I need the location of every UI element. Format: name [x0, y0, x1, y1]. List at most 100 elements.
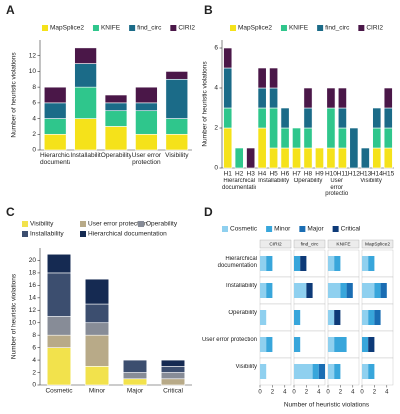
y-tick-label: 2 — [32, 131, 36, 138]
bar-segment — [303, 127, 313, 149]
bar-segment — [260, 256, 267, 271]
x-tick-label-box: Operability — [101, 152, 131, 159]
panel-label: D — [204, 205, 213, 219]
bar-segment — [260, 283, 267, 298]
bar-segment — [135, 110, 158, 135]
bar-segment — [84, 278, 110, 305]
facet-row-label: Hierarchical documentation — [217, 256, 257, 269]
bar-segment — [374, 283, 381, 298]
bar-segment — [280, 127, 290, 149]
legend-swatch — [299, 226, 306, 232]
bar-segment — [257, 127, 267, 169]
bar-segment — [165, 78, 189, 119]
bar-segment — [257, 87, 267, 109]
legend-swatch — [92, 25, 99, 31]
bar-segment — [84, 322, 110, 336]
bar-segment — [334, 310, 341, 325]
bar-segment — [328, 364, 335, 379]
bar-segment — [374, 310, 381, 325]
bar-segment — [46, 272, 72, 317]
y-tick-label: 20 — [29, 257, 37, 264]
y-axis-label: Number of heuristic violations — [202, 61, 209, 147]
bar-segment — [326, 147, 336, 169]
bar-segment — [43, 118, 67, 135]
bar-segment — [269, 87, 279, 109]
bar-segment — [122, 359, 148, 373]
legend-swatch — [22, 221, 28, 227]
bar-segment — [337, 147, 347, 169]
bar-segment — [266, 337, 273, 352]
bar-segment — [360, 147, 370, 169]
bar-segment — [135, 86, 158, 104]
bar-segment — [269, 67, 279, 89]
bar-segment — [260, 364, 267, 379]
bar-segment — [303, 107, 313, 129]
x-tick-label: H13 — [359, 171, 371, 178]
x-tick-label: H9 — [315, 171, 324, 178]
legend-label: User error protection — [88, 221, 148, 228]
bar-segment — [292, 147, 301, 169]
x-tick-label: Installability — [70, 152, 101, 159]
bar-segment — [383, 107, 393, 129]
x-tick-label: H8 — [304, 171, 313, 178]
legend-label: Cosmetic — [230, 226, 258, 233]
facet-header — [361, 239, 394, 249]
x-tick-label-box: Visibility — [165, 152, 189, 159]
legend-label: find_circ — [137, 25, 162, 32]
x-tick-label: 2 — [373, 390, 377, 396]
bar-segment — [260, 310, 267, 325]
bar-segment — [328, 283, 341, 298]
legend-label: MapSplice2 — [50, 25, 84, 32]
legend-swatch — [138, 221, 144, 227]
legend-swatch — [80, 221, 86, 227]
bar-segment — [74, 47, 97, 64]
bar-segment — [380, 283, 387, 298]
x-tick-label: Major — [127, 388, 144, 395]
bar-segment — [223, 107, 233, 129]
bar-segment — [122, 378, 148, 386]
legend-swatch — [358, 25, 365, 31]
x-tick-label: Visibility — [165, 152, 189, 159]
facet-column-label: MapSplice2 — [365, 242, 390, 248]
bar-segment — [328, 256, 335, 271]
bar-segment — [246, 147, 256, 169]
x-tick-label: H1 — [224, 171, 233, 178]
bar-segment — [122, 372, 148, 380]
legend-label: Hierarchical documentation — [88, 231, 167, 238]
bar-segment — [300, 256, 307, 271]
x-tick-label-box: Installability — [70, 152, 101, 159]
bar-segment — [328, 310, 335, 325]
bar-segment — [362, 310, 369, 325]
legend-label: Minor — [274, 226, 291, 233]
legend-swatch — [222, 226, 228, 232]
legend-swatch — [22, 231, 28, 237]
legend-swatch — [332, 226, 339, 232]
bar-segment — [160, 378, 186, 386]
x-tick-label: 2 — [305, 390, 309, 396]
facet-column-label: KNIFE — [336, 242, 350, 248]
legend-swatch — [170, 25, 177, 31]
bar-segment — [280, 107, 290, 129]
bar-segment — [294, 310, 301, 325]
y-axis-label: Number of heuristic violations — [11, 52, 18, 138]
bar-segment — [368, 364, 375, 379]
x-tick-label: User error protection — [131, 152, 162, 167]
bar-segment — [104, 102, 128, 112]
y-tick-label: 6 — [214, 45, 218, 52]
legend-label: Visibility — [30, 221, 54, 228]
bar-segment — [372, 107, 382, 129]
x-tick-label: 2 — [271, 390, 275, 396]
bar-segment — [43, 133, 67, 151]
x-tick-label: 4 — [317, 390, 321, 396]
facet-header — [259, 239, 292, 249]
bar-segment — [372, 127, 382, 149]
y-tick-label: 14 — [29, 295, 37, 302]
legend-swatch — [317, 25, 324, 31]
x-tick-label: 0 — [326, 390, 330, 396]
bar-segment — [294, 283, 307, 298]
bar-segment — [234, 147, 244, 169]
x-tick-label: 2 — [339, 390, 343, 396]
x-tick-label: 4 — [283, 390, 287, 396]
bar-segment — [165, 71, 189, 80]
